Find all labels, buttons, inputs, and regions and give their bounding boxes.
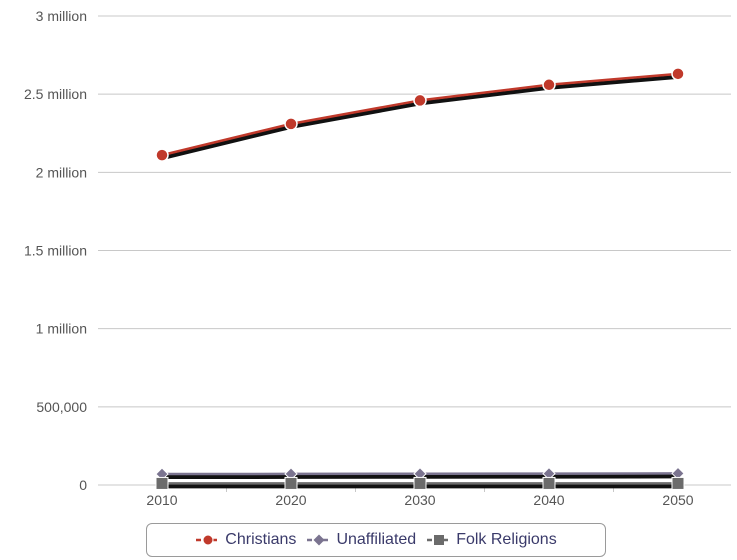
christians-point[interactable] — [284, 117, 298, 131]
legend-item-unaffiliated[interactable]: Unaffiliated — [306, 531, 416, 549]
x-tick-label: 2010 — [146, 492, 177, 508]
x-axis: 2010 2020 2030 2040 2050 — [146, 485, 694, 508]
folk-religions-point[interactable] — [413, 476, 427, 490]
y-tick-label: 2.5 million — [24, 86, 87, 102]
x-tick-label: 2030 — [404, 492, 435, 508]
diamond-marker-icon — [307, 534, 332, 546]
gridlines — [98, 15, 731, 486]
folk-religions-point[interactable] — [671, 476, 685, 490]
folk-religions-point[interactable] — [155, 476, 169, 490]
circle-marker-icon — [196, 534, 221, 546]
y-tick-label: 0 — [79, 477, 87, 493]
folk-religions-point[interactable] — [284, 476, 298, 490]
y-tick-label: 1.5 million — [24, 243, 87, 259]
legend-label: Unaffiliated — [336, 531, 417, 548]
x-tick-label: 2050 — [662, 492, 693, 508]
series-group — [155, 67, 685, 490]
christians-point[interactable] — [155, 148, 169, 162]
x-tick-label: 2040 — [533, 492, 564, 508]
christians-point[interactable] — [542, 78, 556, 92]
christians-point[interactable] — [413, 93, 427, 108]
legend-item-christians[interactable]: Christians — [195, 531, 296, 549]
square-marker-icon — [427, 535, 452, 545]
christians-line-shadow — [161, 74, 679, 161]
christians-point[interactable] — [671, 67, 685, 81]
legend-item-folk-religions[interactable]: Folk Religions — [426, 531, 557, 549]
x-tick-label: 2020 — [275, 492, 306, 508]
folk-religions-point[interactable] — [542, 476, 556, 490]
legend: Christians Unaffiliated Folk Religions — [146, 523, 606, 557]
y-axis: 0 500,000 1 million 1.5 million 2 million 2.5… — [24, 8, 87, 493]
legend-label: Folk Religions — [456, 531, 557, 548]
legend-label: Christians — [225, 531, 297, 548]
y-tick-label: 1 million — [36, 321, 87, 337]
y-tick-label: 500,000 — [36, 399, 87, 415]
y-tick-label: 3 million — [36, 8, 87, 24]
christians-line — [161, 72, 679, 157]
y-tick-label: 2 million — [36, 164, 87, 180]
